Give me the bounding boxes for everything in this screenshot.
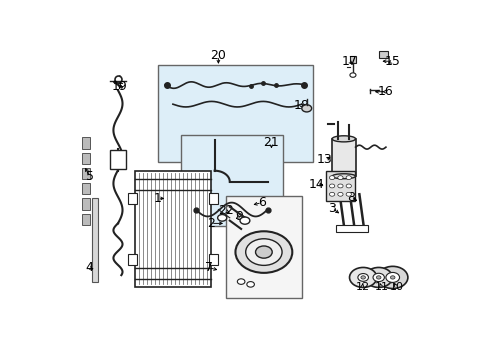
Circle shape	[337, 192, 343, 196]
Text: 5: 5	[85, 170, 93, 183]
Text: 10: 10	[389, 282, 403, 292]
Text: 11: 11	[374, 282, 387, 292]
Circle shape	[245, 239, 282, 265]
Text: 17: 17	[341, 55, 356, 68]
Circle shape	[365, 267, 391, 287]
Text: 13: 13	[316, 153, 332, 166]
Text: 2: 2	[206, 217, 214, 230]
Circle shape	[301, 105, 311, 112]
Circle shape	[349, 267, 376, 287]
Bar	[82, 138, 90, 149]
Circle shape	[329, 176, 334, 180]
Ellipse shape	[331, 174, 355, 179]
Circle shape	[346, 192, 351, 196]
Text: 12: 12	[355, 282, 369, 292]
Text: 21: 21	[263, 136, 279, 149]
Ellipse shape	[331, 136, 355, 142]
Circle shape	[349, 73, 355, 77]
Circle shape	[346, 176, 351, 180]
Bar	[82, 183, 90, 194]
Bar	[349, 56, 355, 63]
Text: 9: 9	[235, 210, 243, 223]
Circle shape	[337, 176, 343, 180]
Bar	[82, 168, 90, 179]
Text: 22: 22	[218, 204, 233, 217]
Bar	[180, 135, 282, 226]
Text: 19: 19	[112, 80, 127, 93]
Circle shape	[377, 266, 407, 288]
Circle shape	[255, 246, 272, 258]
Text: 18: 18	[293, 99, 309, 112]
Circle shape	[246, 282, 254, 287]
Text: 8: 8	[346, 190, 354, 203]
Circle shape	[217, 215, 226, 221]
Text: 7: 7	[204, 261, 212, 274]
Text: 3: 3	[327, 202, 335, 215]
Bar	[379, 51, 387, 58]
Bar	[335, 225, 367, 232]
Text: 4: 4	[85, 261, 93, 274]
Text: 16: 16	[377, 85, 392, 98]
Circle shape	[376, 276, 380, 279]
Bar	[158, 66, 312, 162]
Circle shape	[360, 276, 365, 279]
Circle shape	[240, 217, 249, 224]
Circle shape	[385, 273, 399, 283]
Bar	[82, 153, 90, 164]
Text: 1: 1	[154, 192, 162, 205]
Text: 15: 15	[384, 55, 400, 68]
Bar	[331, 139, 355, 176]
Bar	[225, 196, 301, 298]
Circle shape	[235, 231, 292, 273]
Bar	[82, 214, 90, 225]
Circle shape	[329, 184, 334, 188]
Circle shape	[372, 273, 384, 282]
Bar	[209, 193, 217, 204]
Bar	[128, 193, 136, 204]
Bar	[128, 254, 136, 265]
Circle shape	[329, 192, 334, 196]
Bar	[326, 171, 354, 201]
Circle shape	[389, 276, 394, 279]
Bar	[135, 171, 210, 287]
Bar	[92, 198, 98, 282]
Bar	[209, 254, 217, 265]
Bar	[110, 150, 125, 169]
Bar	[82, 198, 90, 210]
Circle shape	[237, 279, 244, 284]
Text: 14: 14	[308, 178, 324, 191]
Text: 20: 20	[210, 49, 226, 62]
Text: 6: 6	[258, 196, 265, 209]
Circle shape	[337, 184, 343, 188]
Circle shape	[357, 274, 368, 281]
Circle shape	[346, 184, 351, 188]
